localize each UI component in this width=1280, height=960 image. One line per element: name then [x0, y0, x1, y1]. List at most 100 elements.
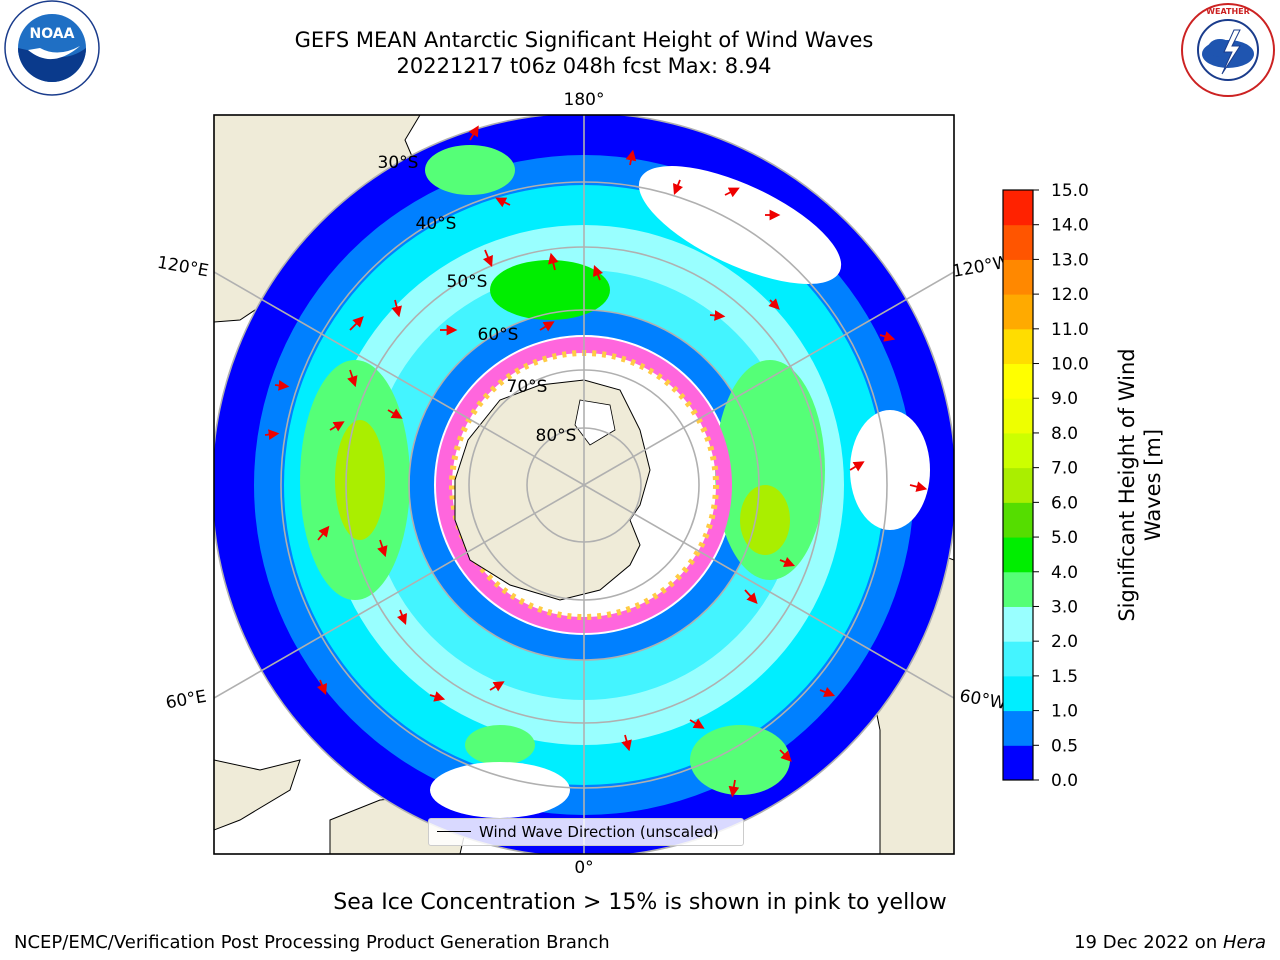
colorbar: 0.0 0.5 1.0 1.5 2.0 3.0 4.0 5.0 6.0 7.0 8.0 9.0 10.0… — [1002, 181, 1089, 791]
legend-line-swatch — [437, 831, 471, 832]
colorbar-title-line2: Waves [m] — [1141, 428, 1165, 542]
colorbar-segment — [1003, 710, 1033, 746]
colorbar-segment — [1003, 467, 1033, 503]
wave-arrow — [768, 298, 780, 310]
colorbar-tick-label: 0.5 — [1051, 736, 1078, 756]
lat-label-30s: 30°S — [378, 153, 419, 173]
colorbar-segment — [1003, 294, 1033, 330]
colorbar-tick-label: 2.0 — [1051, 632, 1078, 652]
colorbar-tick-label: 14.0 — [1051, 216, 1089, 236]
wave-arrow — [468, 125, 479, 141]
colorbar-tick-label: 1.0 — [1051, 702, 1078, 722]
colorbar-tick-label: 12.0 — [1051, 285, 1089, 305]
wave-arrow — [317, 525, 330, 541]
wave-arrow — [592, 264, 604, 281]
wave-arrow — [621, 734, 632, 752]
wave-arrow — [728, 779, 740, 798]
colorbar-segment — [1003, 606, 1033, 642]
colorbar-tick-label: 8.0 — [1051, 424, 1078, 444]
chart-subtitle: 20221217 t06z 048h fcst Max: 8.94 — [396, 54, 772, 78]
wave-arrow — [429, 691, 446, 702]
wave-arrow — [724, 187, 740, 198]
colorbar-tick-label: 10.0 — [1051, 355, 1089, 375]
wave-arrow — [744, 589, 758, 605]
colorbar-tick-label: 0.0 — [1051, 771, 1078, 791]
wave-arrow — [539, 321, 555, 332]
colorbar-segment — [1003, 675, 1033, 712]
map-frame — [213, 114, 955, 855]
colorbar-segment — [1003, 745, 1033, 781]
colorbar-title-line1: Significant Height of Wind — [1115, 348, 1139, 622]
colorbar-segment — [1003, 328, 1033, 365]
wave-arrow — [819, 686, 836, 698]
footer-credit: NCEP/EMC/Verification Post Processing Pr… — [14, 932, 610, 953]
lon-label-180: 180° — [564, 90, 605, 110]
lat-label-80s: 80°S — [536, 426, 577, 446]
wave-arrow — [779, 749, 792, 762]
nws-logo: WEATHER — [1181, 3, 1275, 97]
wave-arrow — [879, 331, 896, 342]
lat-label-60s: 60°S — [478, 325, 519, 345]
lon-label-60e: 60°E — [164, 687, 208, 714]
chart-title: GEFS MEAN Antarctic Significant Height o… — [294, 28, 874, 52]
wave-arrow — [349, 316, 364, 331]
wave-arrow — [689, 718, 705, 729]
svg-text:NOAA: NOAA — [30, 26, 75, 42]
map-legend: Wind Wave Direction (unscaled) — [428, 818, 744, 846]
map-plot-area — [214, 115, 954, 854]
colorbar-segment — [1003, 641, 1033, 677]
colorbar-frame — [1002, 189, 1034, 781]
lon-label-120e: 120°E — [156, 253, 210, 282]
wave-arrow — [779, 556, 796, 568]
colorbar-tick-label: 11.0 — [1051, 320, 1089, 340]
colorbar-tick-label: 13.0 — [1051, 250, 1089, 270]
wave-arrow — [709, 310, 726, 321]
colorbar-segment — [1003, 259, 1033, 295]
colorbar-tick-label: 7.0 — [1051, 459, 1078, 479]
colorbar-segment — [1003, 398, 1033, 434]
lon-label-0: 0° — [574, 858, 593, 878]
wave-arrow — [387, 408, 403, 419]
africa-land-1 — [214, 759, 301, 831]
colorbar-segment — [1003, 224, 1033, 260]
legend-label: Wind Wave Direction (unscaled) — [479, 823, 719, 841]
lat-label-70s: 70°S — [507, 377, 548, 397]
colorbar-tick-label: 5.0 — [1051, 528, 1078, 548]
colorbar-segment — [1003, 432, 1033, 469]
wave-arrow — [849, 461, 865, 472]
wave-arrow — [495, 197, 511, 208]
wave-arrow — [396, 609, 408, 626]
wave-arrow — [391, 299, 402, 318]
wave-arrow — [316, 679, 328, 696]
colorbar-segment — [1003, 537, 1033, 573]
colorbar-tick-label: 3.0 — [1051, 597, 1078, 617]
svg-text:WEATHER: WEATHER — [1206, 7, 1250, 16]
colorbar-tick-label: 4.0 — [1051, 563, 1078, 583]
wave-arrow — [548, 252, 559, 271]
noaa-logo: NOAA — [4, 0, 100, 96]
footer-date: 19 Dec 2022 on Hera — [1074, 932, 1266, 953]
wave-direction-arrows — [264, 125, 928, 798]
colorbar-segment — [1003, 571, 1033, 607]
colorbar-title: Significant Height of Wind Waves [m] — [1114, 325, 1166, 645]
colorbar-segment — [1003, 190, 1033, 226]
wave-arrow — [264, 429, 280, 440]
lon-label-60w: 60°W — [958, 686, 1008, 714]
colorbar-segment — [1003, 363, 1033, 399]
colorbar-tick-label: 15.0 — [1051, 181, 1089, 201]
wave-arrow — [329, 421, 345, 432]
wave-arrow — [909, 481, 928, 492]
wave-arrow — [489, 681, 505, 692]
lat-label-50s: 50°S — [447, 272, 488, 292]
footer-date-text: 19 Dec 2022 on — [1074, 932, 1223, 953]
graticule — [214, 115, 954, 854]
colorbar-tick-label: 6.0 — [1051, 493, 1078, 513]
wave-arrow — [377, 539, 388, 558]
footer-machine: Hera — [1222, 932, 1266, 953]
wave-arrow — [482, 249, 493, 267]
wave-arrow — [274, 380, 290, 391]
wave-arrow — [625, 149, 637, 166]
colorbar-tick-label: 1.5 — [1051, 667, 1078, 687]
ross-ice-shelf — [574, 399, 616, 446]
